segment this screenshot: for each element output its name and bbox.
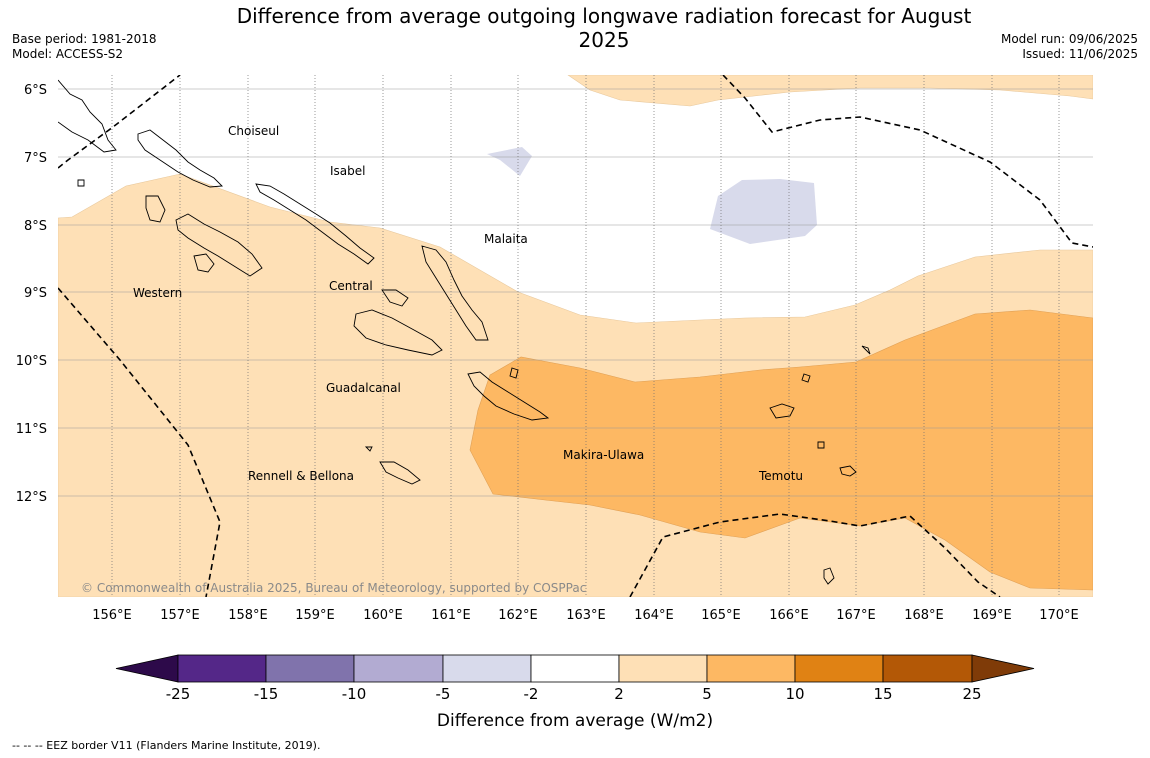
colorbar-segment <box>353 654 444 683</box>
lat-label: 12°S <box>16 490 47 505</box>
colorbar-segment <box>530 654 620 683</box>
map-frame: Choiseul Isabel Malaita Western Central … <box>58 75 1093 597</box>
colorbar: -25 -15 -10 -5 -2 2 5 10 15 25 Differenc… <box>115 654 1035 731</box>
duff-islands <box>861 345 871 355</box>
copyright-notice: © Commonwealth of Australia 2025, Bureau… <box>81 581 586 595</box>
island-outlines <box>58 79 871 585</box>
lon-label: 166°E <box>769 608 809 623</box>
colorbar-tick-label: 10 <box>785 685 804 703</box>
lat-label: 11°S <box>16 422 47 437</box>
colorbar-extension-high <box>971 654 1035 683</box>
lon-label: 167°E <box>836 608 876 623</box>
lon-label: 165°E <box>701 608 741 623</box>
lon-label: 157°E <box>160 608 200 623</box>
malaita-island <box>421 245 489 341</box>
colorbar-extension-low <box>115 654 179 683</box>
colorbar-segment <box>706 654 796 683</box>
region-label-choiseul: Choiseul <box>228 124 279 138</box>
guadalcanal-island <box>353 309 443 356</box>
anomaly-region-neg5-to-neg2 <box>710 179 817 244</box>
region-label-malaita: Malaita <box>484 232 528 246</box>
lon-label: 164°E <box>634 608 674 623</box>
tikopia-island <box>823 567 835 585</box>
base-period: Base period: 1981-2018 <box>12 32 157 46</box>
colorbar-tick-label: -15 <box>254 685 279 703</box>
model-run: Model run: 09/06/2025 <box>1000 32 1138 46</box>
bougainville-coast <box>58 79 117 153</box>
colorbar-title: Difference from average (W/m2) <box>437 711 713 731</box>
region-label-guadalcanal: Guadalcanal <box>326 381 401 395</box>
lon-label: 162°E <box>498 608 538 623</box>
map-title: Difference from average outgoing longwav… <box>236 4 972 52</box>
colorbar-tick-label: -2 <box>524 685 539 703</box>
ndende-island <box>769 403 795 419</box>
forecast-info-right: Model run: 09/06/2025 Issued: 11/06/2025 <box>1001 32 1138 62</box>
colorbar-segment <box>794 654 884 683</box>
colorbar-tick-label: 5 <box>702 685 712 703</box>
region-label-western: Western <box>133 286 182 300</box>
lat-label: 8°S <box>24 219 47 234</box>
santa-isabel-island <box>255 183 375 265</box>
colorbar-tick-label: 15 <box>873 685 892 703</box>
colorbar-tick-label: 25 <box>962 685 981 703</box>
lat-label: 10°S <box>16 354 47 369</box>
region-label-temotu: Temotu <box>758 469 803 483</box>
latitude-gridlines <box>58 88 1093 497</box>
rendova-island <box>193 253 215 273</box>
colorbar-tick-label: 2 <box>614 685 624 703</box>
lon-label: 160°E <box>363 608 403 623</box>
latitude-labels: 6°S 7°S 8°S 9°S 10°S 11°S 12°S <box>16 83 47 505</box>
reef-islands <box>801 373 811 383</box>
vanikoro-island <box>839 465 857 477</box>
colorbar-tick-label: -5 <box>436 685 451 703</box>
eez-borders <box>58 75 1093 597</box>
model-name: Model: ACCESS-S2 <box>12 47 124 61</box>
lon-label: 158°E <box>228 608 268 623</box>
new-georgia-island <box>175 213 263 277</box>
colorbar-segment <box>265 654 355 683</box>
lon-label: 168°E <box>904 608 944 623</box>
anomaly-region-2-to-5 <box>567 75 1093 107</box>
makira-island <box>467 371 550 421</box>
eez-border-legend: -- -- -- EEZ border V11 (Flanders Marine… <box>12 739 321 752</box>
colorbar-tick-label: -10 <box>342 685 367 703</box>
colorbar-segment <box>442 654 532 683</box>
lat-label: 6°S <box>24 83 47 98</box>
region-label-rennell-bellona: Rennell & Bellona <box>248 469 354 483</box>
lat-label: 7°S <box>24 151 47 166</box>
vella-lavella-island <box>145 195 166 223</box>
lon-label: 156°E <box>92 608 132 623</box>
lon-label: 159°E <box>295 608 335 623</box>
ulawa-island <box>509 367 519 379</box>
region-label-isabel: Isabel <box>330 164 365 178</box>
longitude-gridlines <box>111 75 1060 597</box>
colorbar-segment <box>618 654 708 683</box>
russell-islands <box>381 289 409 307</box>
choiseul-island <box>137 129 224 188</box>
shortland-islands <box>77 179 85 187</box>
forecast-info-left: Base period: 1981-2018 Model: ACCESS-S2 <box>12 32 157 62</box>
lon-label: 161°E <box>431 608 471 623</box>
issued-date: Issued: 11/06/2025 <box>1022 47 1138 61</box>
rennell-island <box>379 461 421 485</box>
colorbar-segment <box>882 654 973 683</box>
lat-label: 9°S <box>24 286 47 301</box>
lon-label: 163°E <box>566 608 606 623</box>
bellona-island <box>364 446 373 452</box>
lon-label: 169°E <box>972 608 1012 623</box>
region-label-makira-ulawa: Makira-Ulawa <box>563 448 644 462</box>
lon-label: 170°E <box>1039 608 1079 623</box>
colorbar-segment <box>177 654 267 683</box>
anomaly-region-5-to-10 <box>469 309 1093 591</box>
anomaly-region-neg5-to-neg2 <box>487 147 532 176</box>
colorbar-tick-label: -25 <box>166 685 191 703</box>
longitude-labels: 156°E 157°E 158°E 159°E 160°E 161°E 162°… <box>92 608 1079 623</box>
utupua-island <box>817 441 825 449</box>
region-label-central: Central <box>329 279 373 293</box>
